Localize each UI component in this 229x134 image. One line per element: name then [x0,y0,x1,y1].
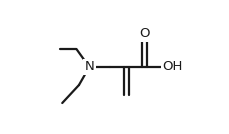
Text: OH: OH [162,60,182,74]
Text: N: N [84,60,94,74]
Text: O: O [139,27,149,40]
